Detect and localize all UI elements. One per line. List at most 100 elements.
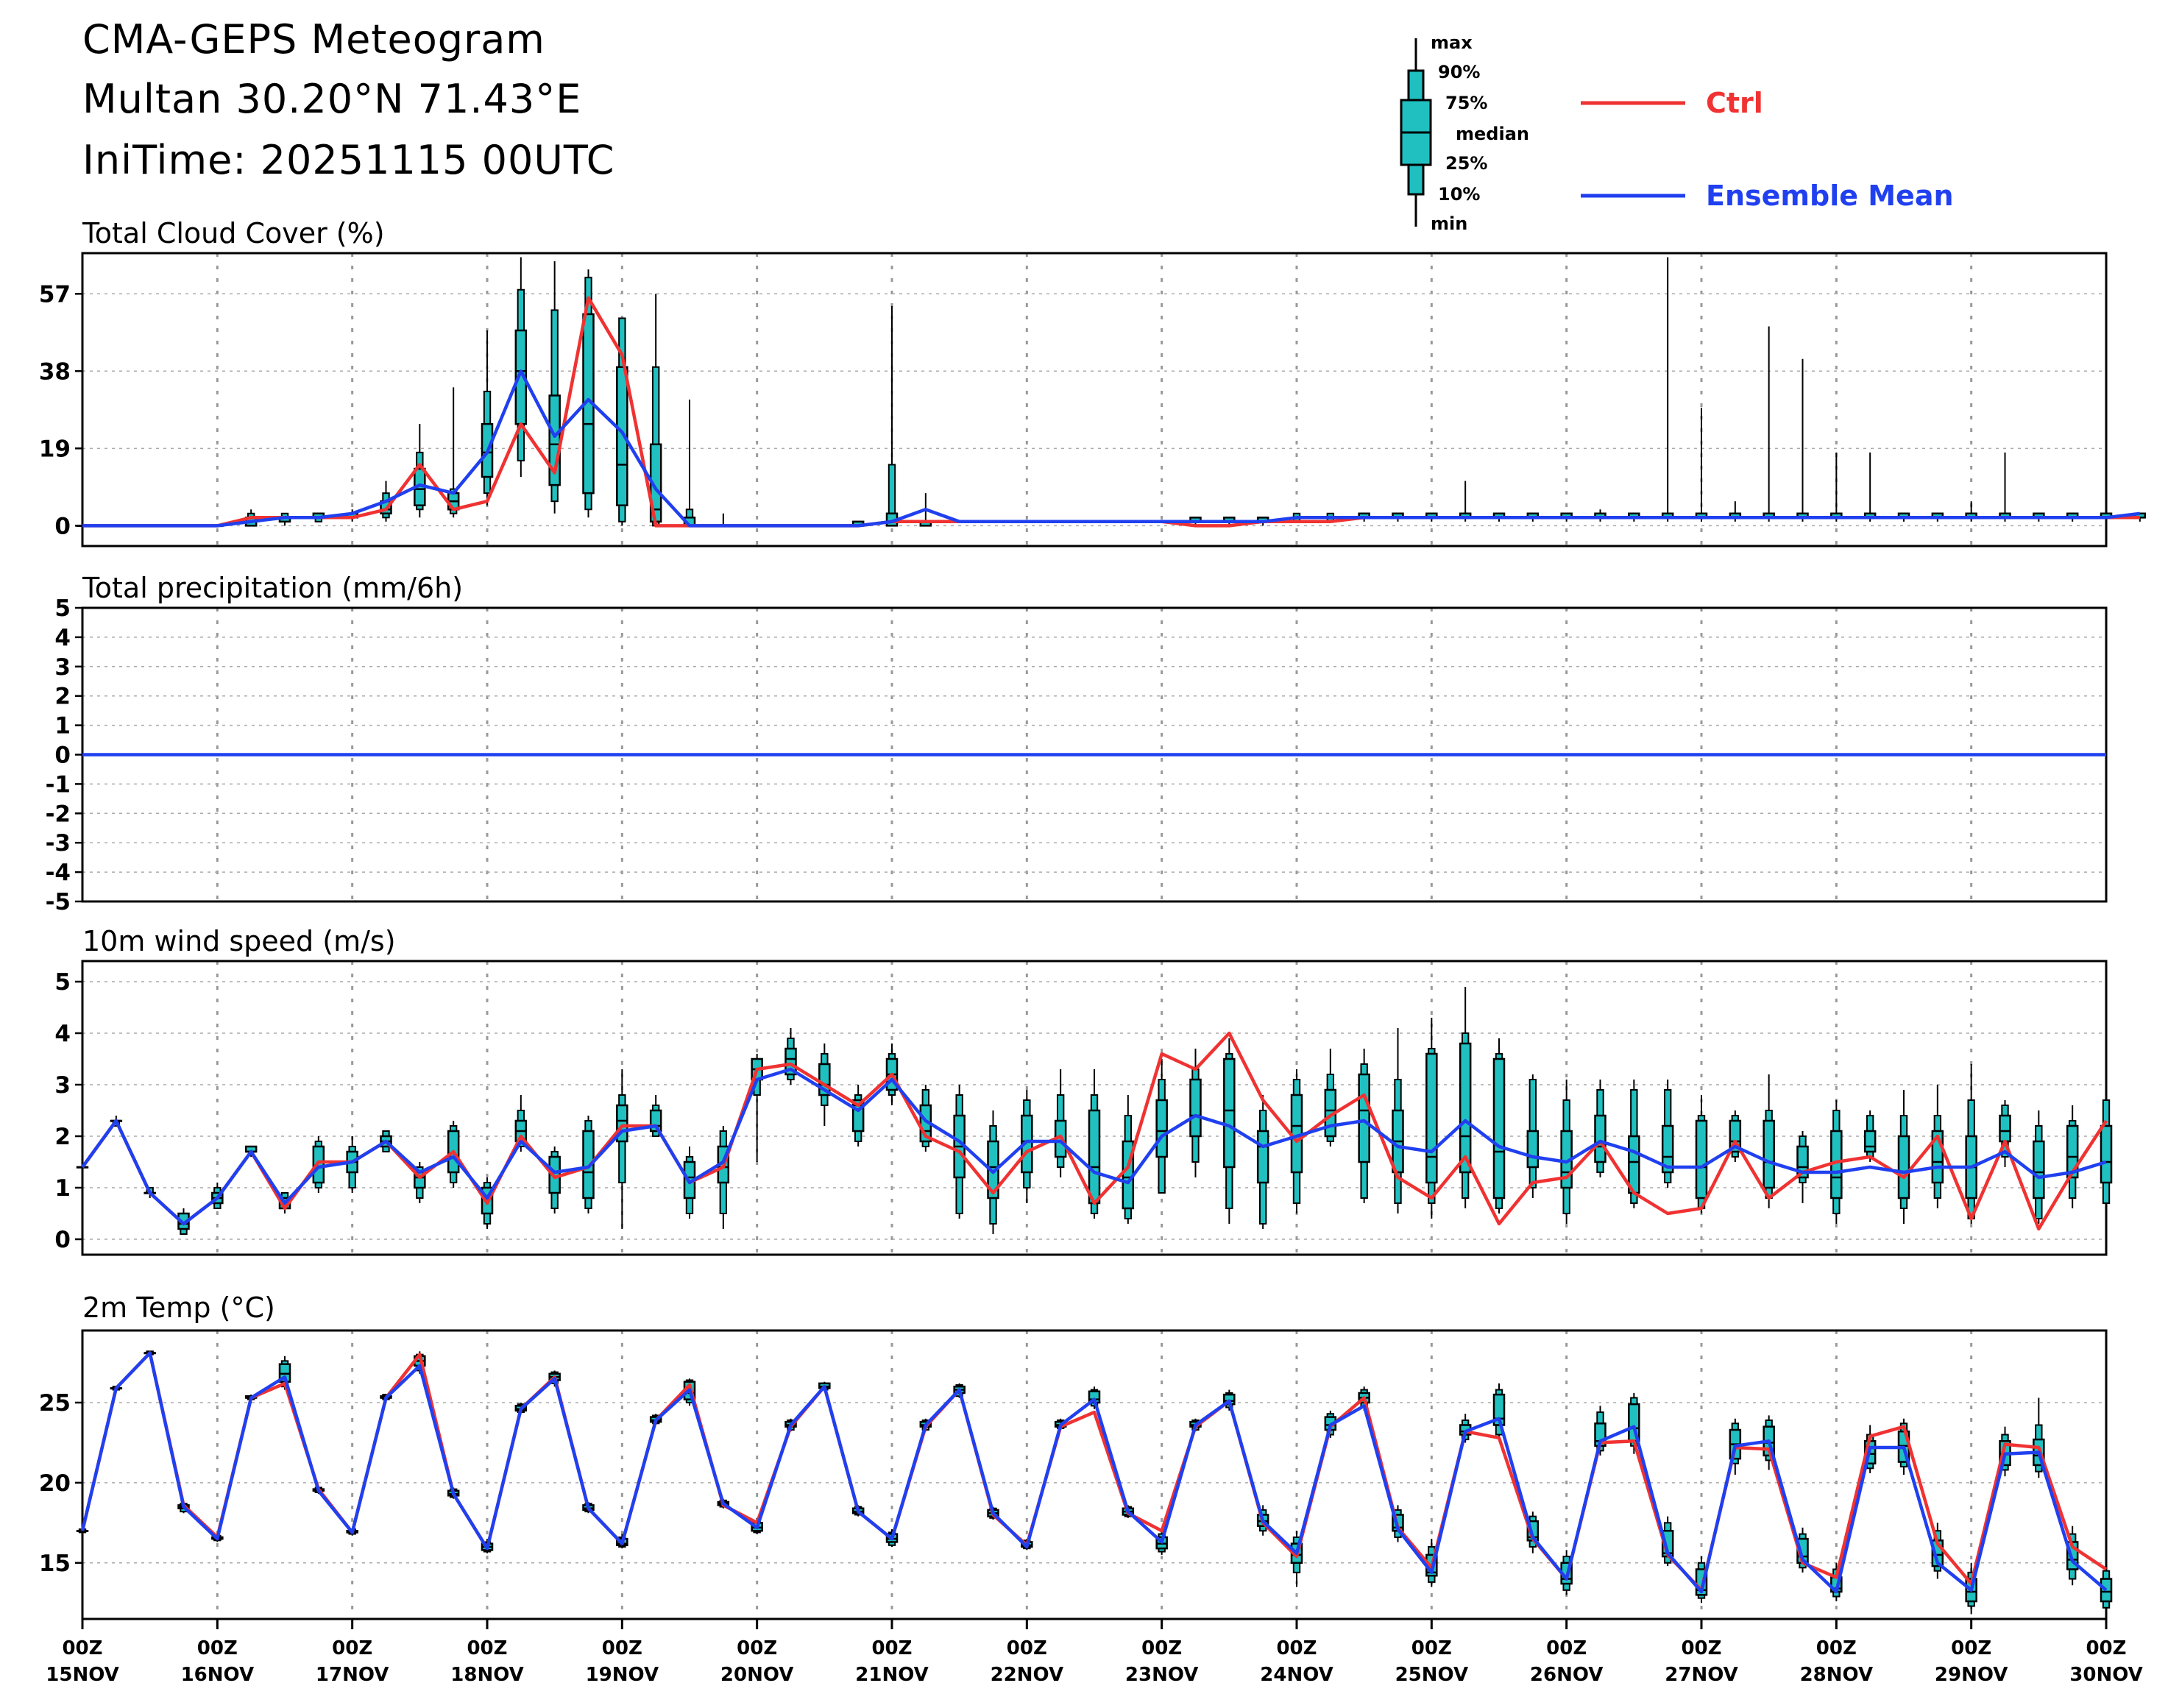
box-whisker [851,1085,865,1147]
y-tick-label: 57 [39,281,71,308]
x-tick-date: 15NOV [46,1664,118,1686]
legend-label-1: 90% [1438,62,1480,82]
box-whisker [346,1136,358,1193]
y-tick-label: 3 [54,654,71,681]
x-tick-date: 22NOV [991,1664,1063,1686]
box-whisker [76,1166,89,1169]
x-tick-hour: 00Z [1681,1637,1721,1659]
x-tick-hour: 00Z [1816,1637,1857,1659]
box-whisker [1223,1038,1236,1224]
box-whisker [548,1147,561,1213]
x-tick-date: 28NOV [1800,1664,1873,1686]
legend-entry: Ctrl [1706,87,1763,119]
ensemble-mean-line [80,1351,2108,1594]
box-25-75 [1425,1052,1438,1184]
box-whisker [1830,452,1843,522]
y-tick-label: 25 [39,1390,71,1417]
y-tick-label: 1 [54,713,71,740]
box-whisker [76,1528,89,1534]
box-whisker [1763,326,1775,522]
box-whisker [1155,1059,1168,1194]
box-whisker [548,261,561,514]
x-tick-date: 25NOV [1395,1664,1468,1686]
box-25-75 [1526,1130,1540,1169]
y-tick-label: 0 [54,1227,71,1253]
box-whisker [1492,1383,1506,1438]
x-tick-date: 24NOV [1260,1664,1333,1686]
box-whisker [1459,481,1472,522]
box-25-75 [1863,1130,1877,1153]
panel-2: Total precipitation (mm/6h) -5 -4 -3 -2 -10 1 2… [46,572,2108,915]
box-whisker [1729,1110,1742,1162]
x-tick-hour: 00Z [62,1637,102,1659]
box-whisker [1594,509,1606,522]
y-tick-label: 2 [54,1124,71,1150]
box-whisker [1492,1038,1506,1213]
x-tick-date: 17NOV [316,1664,389,1686]
x-tick-hour: 00Z [1951,1637,1991,1659]
box-whisker [1661,257,1674,522]
x-tick-date: 23NOV [1125,1664,1198,1686]
box-whisker [1256,1095,1269,1229]
box-whisker [885,305,899,527]
legend-label-6: min [1431,213,1467,234]
box-25-75 [1155,1099,1168,1158]
y-tick-label: 38 [39,358,71,385]
panel-3: 10m wind speed (m/s) 0 1 2 3 4 5 [54,925,2113,1256]
ensemble-mean-line [82,369,2141,528]
legend-label-0: max [1431,32,1473,53]
box-25-75 [1088,1109,1101,1205]
box-whisker [514,257,528,478]
box-whisker [1796,358,1809,522]
x-tick-date: 20NOV [720,1664,793,1686]
box-whisker [616,1069,628,1229]
box-25-75 [2066,1124,2079,1179]
y-tick-label: 5 [54,969,71,996]
box-whisker [1392,1028,1404,1213]
y-tick-label: 15 [39,1551,71,1577]
box-whisker [1324,1049,1337,1147]
y-tick-label: 3 [54,1072,71,1099]
y-tick-label: -3 [46,830,71,857]
box-whisker [1863,452,1877,522]
x-tick-hour: 00Z [1276,1637,1317,1659]
box-25-75 [1459,1042,1472,1174]
legend-label-4: 25% [1445,153,1487,174]
panel-1: Total Cloud Cover (%) 0 19 38 57 [39,217,2147,548]
box-25-75 [1492,1393,1506,1426]
x-tick-hour: 00Z [467,1637,507,1659]
x-tick-hour: 00Z [1411,1637,1452,1659]
box-whisker [1863,1110,1877,1162]
box-whisker [1661,1080,1674,1188]
box-whisker [1999,1100,2011,1167]
box-whisker [1560,1080,1573,1224]
box-whisker [582,269,595,518]
box-whisker [1796,1131,1809,1203]
box-25-75 [2033,1140,2045,1200]
box-whisker [1425,1018,1438,1219]
box-whisker [2033,1110,2045,1224]
y-tick-label: -5 [46,889,71,915]
x-tick-hour: 00Z [1141,1637,1182,1659]
box-whisker [2100,1085,2113,1208]
ensemble-mean-line [81,1067,2107,1226]
box-25-75 [1796,1145,1809,1179]
box-whisker [784,1028,797,1085]
panel-title: 2m Temp (°C) [82,1291,275,1324]
y-tick-label: -1 [46,771,71,798]
box-whisker [1897,1090,1910,1224]
x-tick-hour: 00Z [602,1637,642,1659]
chart-title: CMA-GEPS Meteogram [82,16,545,63]
ctrl-line [80,1351,2108,1592]
y-tick-label: 1 [54,1175,71,1202]
panel-title: Total precipitation (mm/6h) [82,572,463,604]
time-axis: 00Z 15NOV 00Z 16NOV 00Z 17NOV 00Z 18NOV 00Z 19NOV… [46,1619,2143,1686]
panel-title: Total Cloud Cover (%) [82,217,385,249]
panel-4: 2m Temp (°C) 15 20 25 [39,1291,2113,1620]
ctrl-line [81,1031,2108,1231]
box-whisker [2100,339,2113,522]
series-legend: Ctrl Ensemble Mean [1581,87,1954,212]
legend-label-3: median [1456,124,1529,144]
box-25-75 [1358,1073,1370,1163]
box-25-75 [1189,1078,1202,1138]
